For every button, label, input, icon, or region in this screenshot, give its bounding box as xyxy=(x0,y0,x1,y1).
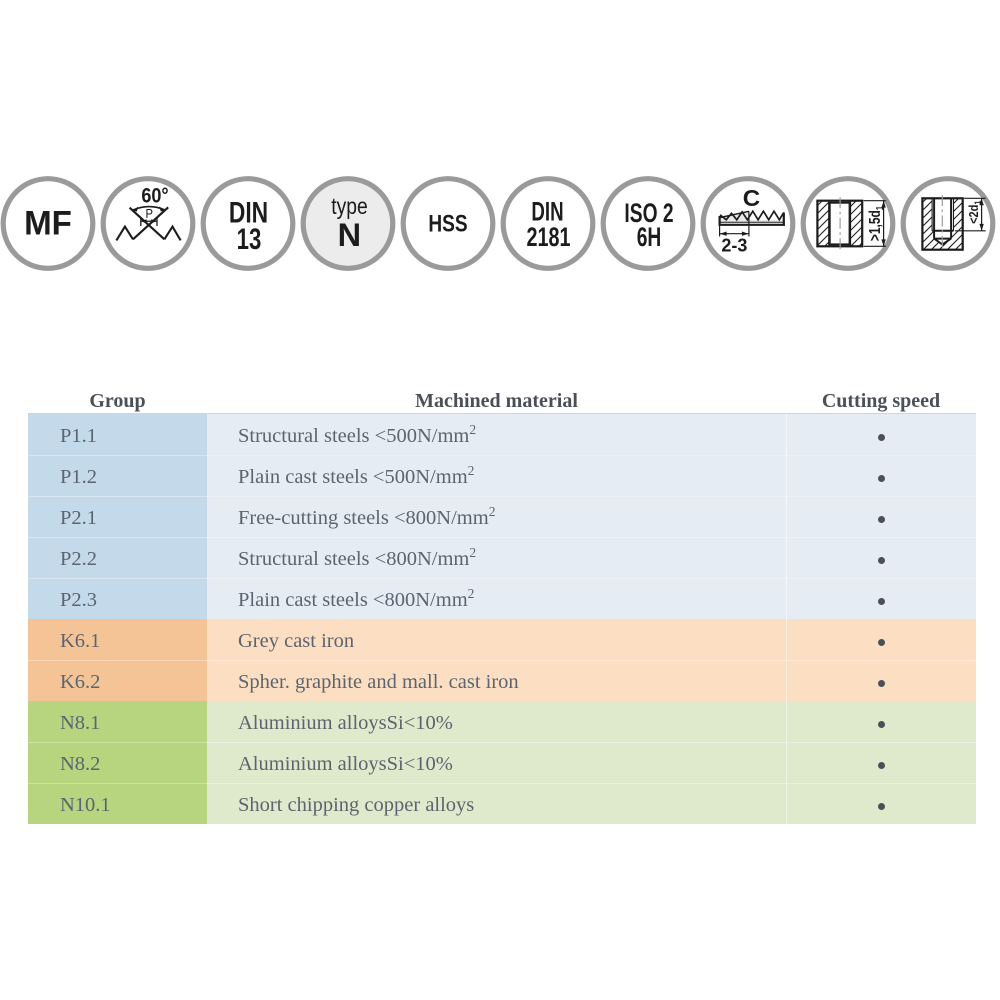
svg-text:DIN: DIN xyxy=(229,195,268,229)
svg-text:6H: 6H xyxy=(637,222,662,252)
svg-text:DIN: DIN xyxy=(531,196,563,226)
svg-text:C: C xyxy=(743,185,760,210)
svg-text:MF: MF xyxy=(24,204,72,243)
svg-text:HSS: HSS xyxy=(428,210,467,236)
svg-text:ISO 2: ISO 2 xyxy=(624,198,673,228)
svg-text:2181: 2181 xyxy=(527,222,571,252)
svg-text:2-3: 2-3 xyxy=(721,235,747,255)
svg-text:>1,5d1: >1,5d1 xyxy=(865,206,885,241)
svg-text:type: type xyxy=(331,194,367,219)
svg-text:60°: 60° xyxy=(141,184,168,208)
svg-text:P: P xyxy=(145,206,153,221)
svg-text:N: N xyxy=(338,217,361,253)
svg-text:<2d1: <2d1 xyxy=(967,200,982,224)
svg-text:13: 13 xyxy=(237,222,262,256)
